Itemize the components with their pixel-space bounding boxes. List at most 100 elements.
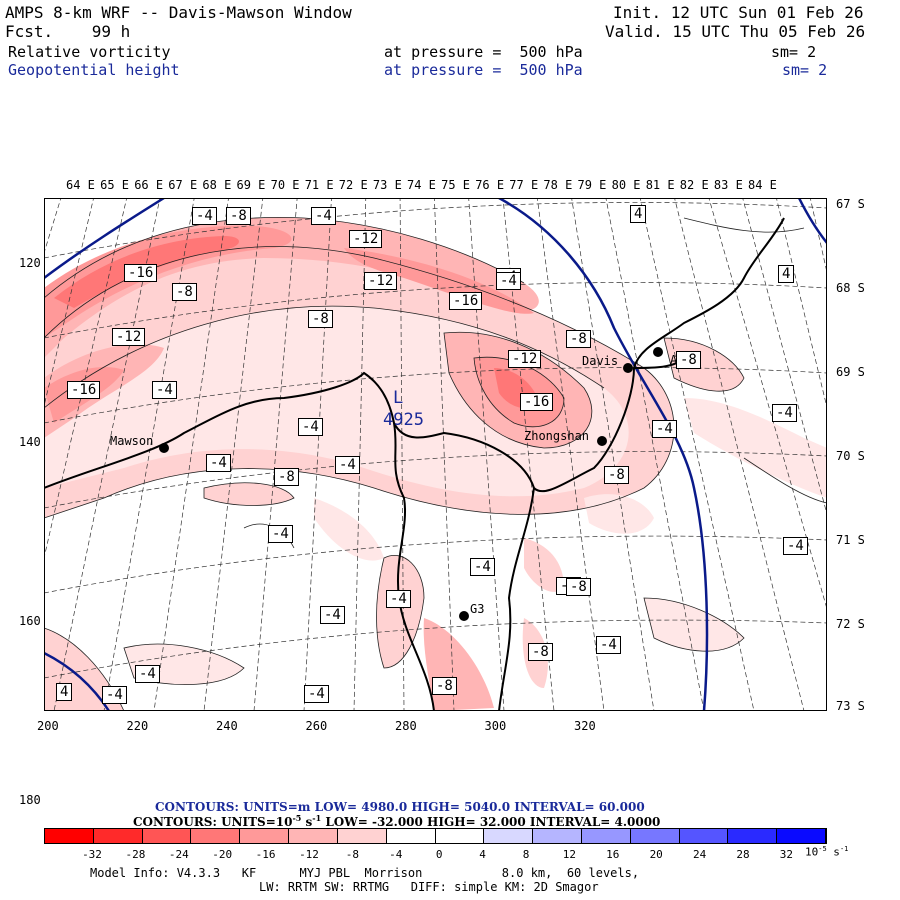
lon-label: 81 E bbox=[645, 178, 675, 192]
field2-name: Geopotential height bbox=[8, 61, 180, 79]
contour-label: -4 bbox=[596, 636, 621, 654]
contour-label: -8 bbox=[308, 310, 333, 328]
station-davis-marker bbox=[623, 363, 633, 373]
station-label-davis: Davis bbox=[582, 354, 619, 368]
contour-label: -8 bbox=[566, 578, 591, 596]
height-contour-info: CONTOURS: UNITS=m LOW= 4980.0 HIGH= 5040… bbox=[155, 800, 645, 814]
x-tick-label: 240 bbox=[216, 719, 238, 733]
contour-label: -16 bbox=[124, 264, 158, 282]
contour-label: -4 bbox=[783, 537, 808, 555]
map-title: AMPS 8-km WRF -- Davis-Mawson Window bbox=[5, 3, 352, 22]
colorbar-tick-label: 28 bbox=[736, 848, 750, 861]
colorbar-swatch bbox=[337, 829, 387, 843]
colorbar-tick-label: 16 bbox=[606, 848, 620, 861]
contour-label: -4 bbox=[320, 606, 345, 624]
lat-label: 73 S bbox=[836, 699, 865, 713]
lon-label: 73 E bbox=[372, 178, 402, 192]
x-tick-label: 280 bbox=[395, 719, 417, 733]
geopotential-contours bbox=[44, 198, 827, 711]
contour-label: 4 bbox=[630, 205, 647, 223]
colorbar-swatch bbox=[191, 829, 241, 843]
colorbar-swatch bbox=[240, 829, 290, 843]
contour-label: -16 bbox=[449, 292, 483, 310]
colorbar-tick-label: -28 bbox=[125, 848, 146, 861]
stations bbox=[159, 347, 663, 621]
contour-label: -4 bbox=[772, 404, 797, 422]
field2-level: at pressure = 500 hPa bbox=[384, 61, 583, 79]
lat-label: 70 S bbox=[836, 449, 865, 463]
lon-label: 69 E bbox=[236, 178, 266, 192]
lat-label: 68 S bbox=[836, 281, 865, 295]
vorticity-contours bbox=[44, 217, 827, 711]
colorbar-tick-label: -12 bbox=[299, 848, 319, 861]
contour-label: -12 bbox=[349, 230, 383, 248]
valid-time: Valid. 15 UTC Thu 05 Feb 26 bbox=[605, 22, 866, 41]
y-tick-label: 120 bbox=[19, 256, 41, 270]
contour-label: -4 bbox=[386, 590, 411, 608]
lon-label: 75 E bbox=[441, 178, 470, 192]
colorbar-tick-label: 4 bbox=[479, 848, 486, 861]
lon-label: 65 E bbox=[100, 178, 129, 192]
contour-label: -8 bbox=[226, 207, 251, 225]
y-tick-label: 160 bbox=[19, 614, 41, 628]
field2-smoothing: sm= 2 bbox=[782, 61, 828, 79]
colorbar-tick-label: -24 bbox=[168, 848, 189, 861]
station-ahp8-marker bbox=[653, 347, 663, 357]
contour-label: -4 bbox=[311, 207, 336, 225]
colorbar-swatch bbox=[93, 829, 143, 843]
contour-label: -8 bbox=[566, 330, 591, 348]
colorbar-swatch bbox=[386, 829, 436, 843]
colorbar-swatch bbox=[435, 829, 485, 843]
colorbar-swatch bbox=[289, 829, 338, 843]
init-time: Init. 12 UTC Sun 01 Feb 26 bbox=[613, 3, 864, 22]
lon-label: 80 E bbox=[611, 178, 641, 192]
lat-label: 69 S bbox=[836, 365, 865, 379]
lon-label: 67 E bbox=[168, 178, 198, 192]
colorbar-swatch bbox=[142, 829, 192, 843]
colorbar-tick-label: 24 bbox=[692, 848, 707, 861]
lon-label: 74 E bbox=[407, 178, 436, 192]
colorbar-swatch bbox=[45, 829, 94, 843]
lon-label: 83 E bbox=[713, 178, 743, 192]
contour-label: -8 bbox=[604, 466, 629, 484]
vorticity-contour-exp2: -1 bbox=[312, 813, 322, 823]
colorbar-tick-label: -16 bbox=[255, 848, 276, 861]
colorbar-swatch bbox=[533, 829, 582, 843]
colorbar-tick-label: 12 bbox=[562, 848, 577, 861]
x-tick-label: 320 bbox=[574, 719, 596, 733]
vorticity-contour-units: CONTOURS: UNITS=10 bbox=[133, 815, 293, 829]
colorbar-units: 10-5 s-1 bbox=[805, 845, 849, 859]
contour-label: -12 bbox=[112, 328, 146, 346]
lon-label: 70 E bbox=[270, 178, 300, 192]
lon-label: 84 E bbox=[748, 178, 777, 192]
colorbar-swatch bbox=[777, 829, 826, 843]
y-tick-label: 140 bbox=[19, 435, 41, 449]
station-label-mawson: Mawson bbox=[110, 434, 154, 448]
contour-label: -8 bbox=[676, 351, 701, 369]
contour-label: -4 bbox=[135, 665, 160, 683]
vorticity-contour-exp: -5 bbox=[292, 813, 302, 823]
station-label-zhongshan: Zhongshan bbox=[524, 429, 590, 443]
lon-label: 72 E bbox=[338, 178, 368, 192]
station-g3-marker bbox=[459, 611, 469, 621]
colorbar-swatch bbox=[728, 829, 778, 843]
colorbar-tick-label: 20 bbox=[649, 848, 663, 861]
vorticity-shading bbox=[44, 217, 827, 711]
contour-label: -4 bbox=[304, 685, 329, 703]
contour-label: -8 bbox=[432, 677, 457, 695]
height-low-value: 4925 bbox=[383, 410, 424, 430]
colorbar-tick-label: 32 bbox=[779, 848, 794, 861]
field1-name: Relative vorticity bbox=[8, 43, 171, 61]
contour-label: -4 bbox=[206, 454, 231, 472]
contour-label: -12 bbox=[364, 272, 398, 290]
station-label-g3: G3 bbox=[470, 602, 485, 616]
lon-label: 79 E bbox=[577, 178, 607, 192]
colorbar-tick-label: -32 bbox=[82, 848, 102, 861]
contour-label: -4 bbox=[470, 558, 495, 576]
station-mawson-marker bbox=[159, 443, 169, 453]
contour-label: -4 bbox=[152, 381, 177, 399]
lon-label: 71 E bbox=[304, 178, 334, 192]
lon-label: 77 E bbox=[509, 178, 539, 192]
contour-label: -4 bbox=[496, 272, 521, 290]
height-low-symbol: L bbox=[393, 388, 404, 408]
